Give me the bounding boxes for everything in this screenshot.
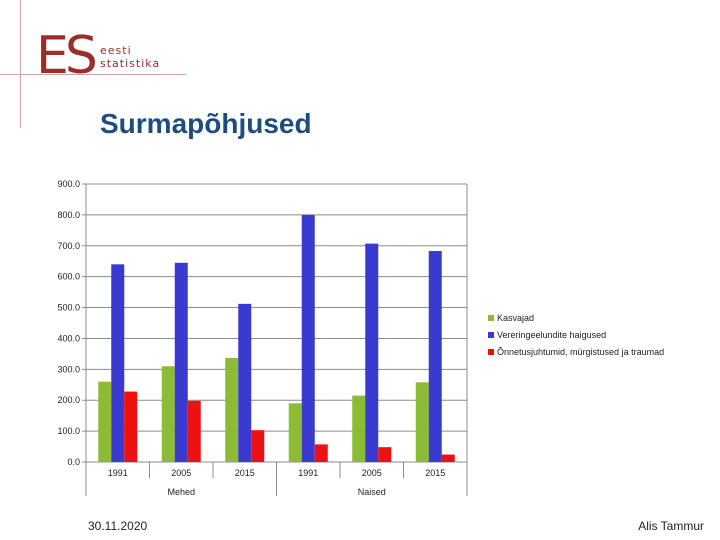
y-tick-label: 600.0 <box>57 272 80 282</box>
legend-entry: Kasvajad <box>497 313 534 323</box>
bar <box>174 262 188 462</box>
footer-author: Alis Tammur <box>638 519 704 533</box>
y-tick-label: 0.0 <box>67 457 80 467</box>
y-tick-label: 400.0 <box>57 333 80 343</box>
bar <box>301 214 315 462</box>
group-label: Naised <box>358 487 386 497</box>
legend-entry: Õnnetusjuhtumid, mürgistused ja traumad <box>497 347 664 357</box>
legend-swatch <box>488 315 494 321</box>
legend-swatch <box>488 349 494 355</box>
footer-date: 30.11.2020 <box>88 519 148 533</box>
y-tick-label: 100.0 <box>57 426 80 436</box>
bar <box>251 430 265 462</box>
y-tick-label: 300.0 <box>57 364 80 374</box>
bar <box>111 264 125 462</box>
legend-swatch <box>488 332 494 338</box>
bar <box>378 447 392 462</box>
y-tick-label: 800.0 <box>57 210 80 220</box>
logo-text-line1: eesti <box>100 44 132 57</box>
y-tick-label: 500.0 <box>57 303 80 313</box>
bar <box>98 381 112 462</box>
y-tick-label: 200.0 <box>57 395 80 405</box>
bar <box>225 357 239 462</box>
x-tick-label: 2005 <box>362 468 382 478</box>
bar <box>187 400 201 462</box>
bar <box>352 395 366 462</box>
bar <box>314 444 328 462</box>
y-tick-label: 700.0 <box>57 241 80 251</box>
x-tick-label: 2015 <box>235 468 255 478</box>
slide-title: Surmapõhjused <box>100 108 312 139</box>
x-tick-label: 2015 <box>425 468 445 478</box>
logo-vertical-line <box>20 0 21 128</box>
legend-entry: Vereringeelundite haigused <box>497 330 606 340</box>
group-label: Mehed <box>167 487 195 497</box>
bar <box>428 251 442 462</box>
x-tick-label: 1991 <box>298 468 318 478</box>
logo-text: eesti statistika <box>100 44 160 70</box>
y-tick-label: 900.0 <box>57 179 80 189</box>
bar <box>161 366 175 462</box>
logo-mark: ES <box>36 26 98 86</box>
logo-text-line2: statistika <box>100 57 161 70</box>
x-tick-label: 1991 <box>108 468 128 478</box>
bar <box>365 243 379 462</box>
bar <box>124 391 138 462</box>
bar <box>441 454 455 462</box>
x-tick-label: 2005 <box>171 468 191 478</box>
logo-horizontal-line <box>0 74 186 75</box>
bar <box>238 303 252 462</box>
bar <box>415 382 429 462</box>
bar <box>288 403 302 462</box>
